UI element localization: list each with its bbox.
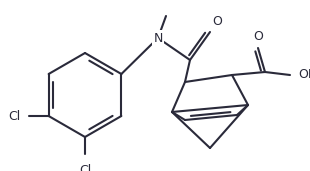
Text: O: O [212,15,222,28]
Text: O: O [253,30,263,43]
Text: N: N [153,31,163,44]
Text: Cl: Cl [79,164,91,171]
Text: Cl: Cl [8,109,21,122]
Text: OH: OH [298,69,310,82]
